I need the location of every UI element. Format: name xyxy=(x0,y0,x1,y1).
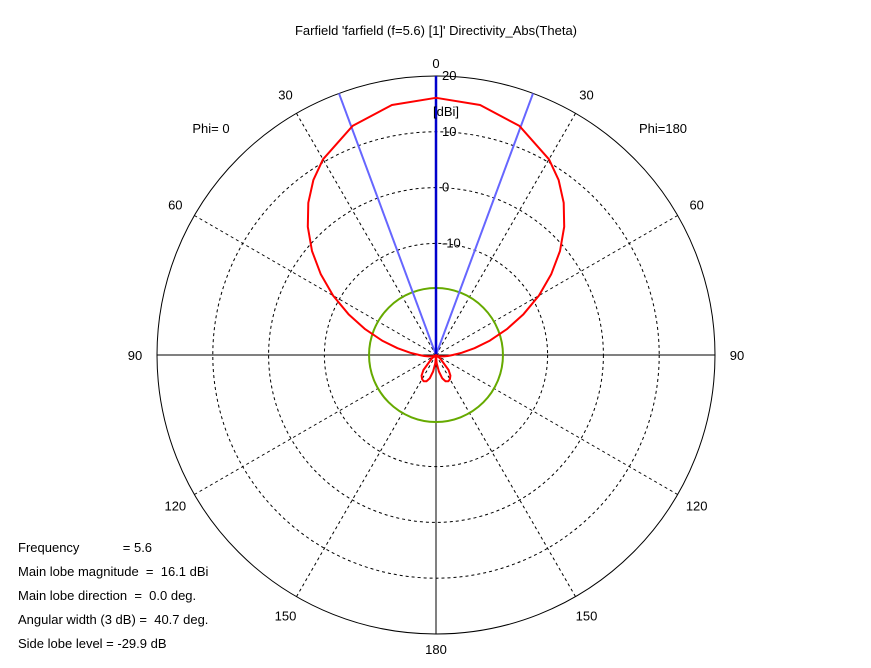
angle-label: 120 xyxy=(686,499,708,514)
beamwidth-line xyxy=(338,93,437,356)
plot-marks xyxy=(306,76,566,423)
angle-label: 90 xyxy=(128,348,142,363)
info-main-lobe-magnitude: Main lobe magnitude = 16.1 dBi xyxy=(18,564,209,579)
info-angular-width: Angular width (3 dB) = 40.7 deg. xyxy=(18,612,209,627)
grid-spoke xyxy=(194,354,437,495)
beamwidth-line xyxy=(435,93,534,356)
angle-label: 60 xyxy=(689,198,703,213)
pattern-curve xyxy=(306,96,566,383)
plot-labels: 20 10 0 -10 [dBi] 0 30 30 60 60 90 90 120 120 150 150 18… xyxy=(128,56,744,657)
info-side-lobe-level: Side lobe level = -29.9 dB xyxy=(18,636,167,651)
grid-spoke xyxy=(435,354,576,597)
phi-left-label: Phi= 0 xyxy=(192,121,229,136)
radial-tick-label: 20 xyxy=(442,68,456,83)
grid-spoke xyxy=(435,215,678,356)
grid-spoke xyxy=(435,354,678,495)
chart-title: Farfield 'farfield (f=5.6) [1]' Directiv… xyxy=(295,23,577,38)
radial-tick-label: 10 xyxy=(442,124,456,139)
angle-label: 150 xyxy=(576,609,598,624)
radial-tick-label: 0 xyxy=(442,180,449,195)
grid-spoke xyxy=(435,113,576,356)
grid-spoke xyxy=(296,113,437,356)
radial-tick-label: -10 xyxy=(442,235,461,250)
info-frequency: Frequency = 5.6 xyxy=(18,540,153,555)
angle-label: 90 xyxy=(730,348,744,363)
grid-spoke xyxy=(296,354,437,597)
unit-label: [dBi] xyxy=(433,104,459,119)
info-main-lobe-direction: Main lobe direction = 0.0 deg. xyxy=(18,588,197,603)
phi-right-label: Phi=180 xyxy=(639,121,687,136)
angle-label: 120 xyxy=(164,499,186,514)
angle-label: 30 xyxy=(579,87,593,102)
angle-label: 60 xyxy=(168,198,182,213)
angle-label: 30 xyxy=(278,87,292,102)
angle-label: 0 xyxy=(432,56,439,71)
angle-label: 180 xyxy=(425,642,447,657)
angle-label: 150 xyxy=(275,609,297,624)
grid-spoke xyxy=(194,215,437,356)
